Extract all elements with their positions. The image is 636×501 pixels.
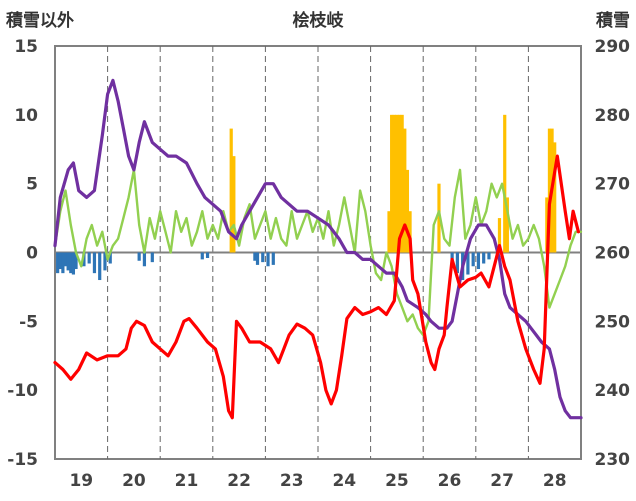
blue-bar [61,252,65,274]
blue-bar [69,252,73,274]
blue-bar [98,252,102,281]
right-tick-label: 270 [595,175,631,195]
left-tick-label: -15 [7,450,38,470]
blue-bar [487,252,491,260]
left-tick-label: 10 [14,106,38,126]
blue-bar [482,252,486,264]
right-axis-label: 積雪 [596,10,630,31]
blue-bar [200,252,204,260]
purple-series-line [53,78,583,420]
right-tick-label: 280 [595,106,631,126]
yellow-bar [397,114,402,253]
yellow-bar [505,197,509,253]
x-tick-label: 28 [543,471,567,491]
yellow-bar [405,169,410,253]
x-tick-label: 22 [227,471,251,491]
blue-bar [58,252,62,270]
yellow-bar [395,114,399,253]
yellow-bar [387,211,391,253]
chart-title: 桧枝岐 [293,10,345,31]
left-tick-label: 5 [26,175,38,195]
red-series-line [53,154,580,420]
blue-bar [253,252,257,261]
yellow-bar [437,183,441,253]
x-tick-label: 24 [332,471,356,491]
left-tick-label: 0 [26,244,38,264]
blue-bar [455,252,459,274]
right-tick-label: 260 [595,244,631,264]
blue-bar [66,252,70,271]
blue-bar [82,252,86,267]
yellow-bar [232,156,236,253]
x-tick-label: 27 [490,471,514,491]
left-tick-label: -5 [19,312,38,332]
blue-bar [150,252,154,263]
blue-bar [87,252,91,264]
blue-bar [255,252,260,265]
blue-bar [205,252,210,259]
yellow-bar [392,114,396,253]
right-tick-label: 290 [595,37,631,57]
left-tick-label: -10 [7,381,38,401]
blue-bar [108,252,112,264]
blue-bar [103,252,107,271]
yellow-bar [545,197,549,253]
blue-bar [63,252,68,267]
x-tick-label: 21 [175,471,199,491]
axis-layer: 15 10 5 0 -5 -10 -15 290 280 270 260 250 240 230 19 20 2… [7,37,630,491]
left-axis-label: 積雪以外 [6,10,74,31]
left-tick-label: 15 [14,37,38,57]
yellow-bar [553,142,557,253]
blue-bar [266,252,270,267]
x-tick-label: 25 [385,471,409,491]
yellow-bar [229,128,233,253]
yellow-bar [503,114,507,253]
blue-bar [71,252,76,275]
blue-bar [466,252,470,275]
x-tick-label: 19 [69,471,93,491]
blue-bar [142,252,147,267]
right-tick-label: 230 [595,450,631,470]
blue-bar [261,252,265,263]
yellow-bar [403,128,407,253]
yellow-bar [547,128,552,253]
blue-bar [74,252,78,270]
x-tick-label: 20 [122,471,146,491]
blue-bar [471,252,475,267]
yellow-bar [390,114,394,253]
bar-layer [56,114,557,281]
right-tick-label: 250 [595,312,631,332]
yellow-bar [408,211,412,253]
blue-bar [137,252,141,261]
blue-bar [476,252,481,270]
yellow-bar [400,114,404,253]
line-layer [53,78,583,420]
blue-bar [92,252,97,274]
vertical-gridlines [107,46,529,459]
blue-bar [271,252,275,265]
right-tick-label: 240 [595,381,631,401]
blue-bar [56,252,60,274]
x-tick-label: 23 [280,471,304,491]
yellow-bar [497,218,502,253]
x-tick-label: 26 [438,471,462,491]
